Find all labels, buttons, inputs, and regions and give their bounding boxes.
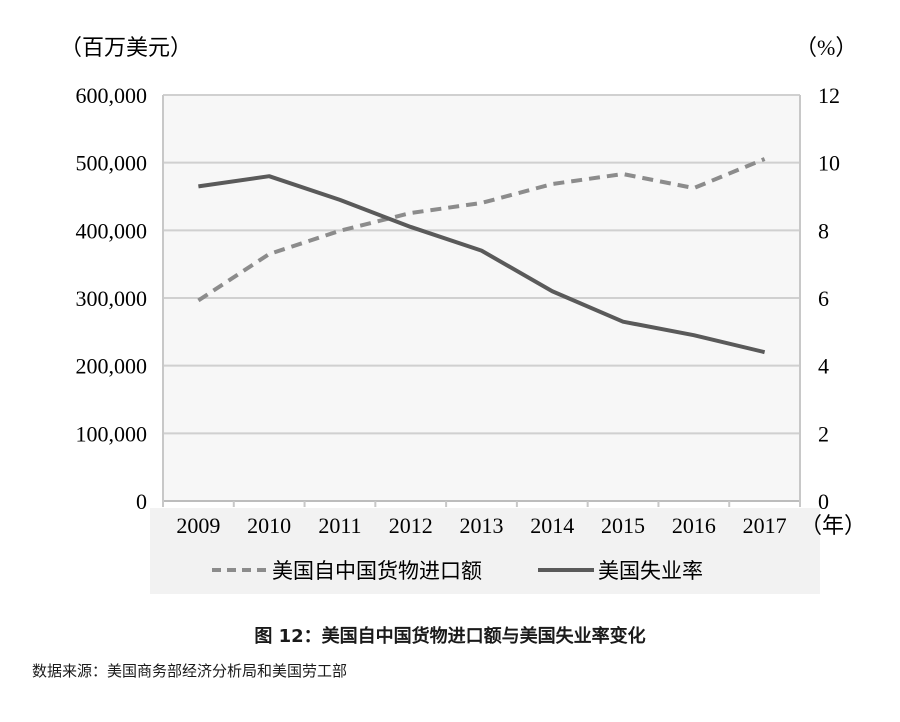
right-tick-label: 6 — [818, 286, 829, 311]
x-tick-label: 2012 — [389, 513, 433, 538]
left-tick-label: 0 — [136, 489, 147, 514]
x-tick-label: 2009 — [176, 513, 220, 538]
left-axis-unit: （百万美元） — [60, 35, 192, 60]
left-tick-label: 200,000 — [76, 354, 148, 379]
x-tick-label: 2016 — [672, 513, 716, 538]
left-tick-label: 600,000 — [76, 83, 148, 108]
right-tick-label: 0 — [818, 489, 829, 514]
right-tick-label: 4 — [818, 354, 829, 379]
legend-label-imports: 美国自中国货物进口额 — [272, 559, 482, 583]
data-source: 数据来源：美国商务部经济分析局和美国劳工部 — [32, 662, 348, 680]
axis-legend-band — [150, 508, 820, 594]
figure-caption: 图 12：美国自中国货物进口额与美国失业率变化 — [254, 626, 646, 647]
right-tick-label: 10 — [818, 151, 840, 176]
right-axis-unit: （%） — [795, 35, 857, 60]
left-tick-label: 400,000 — [76, 218, 148, 243]
series-line-imports — [197, 157, 766, 303]
right-tick-label: 12 — [818, 83, 840, 108]
x-axis-unit: （年） — [800, 513, 866, 538]
x-tick-label: 2017 — [743, 513, 787, 538]
left-tick-label: 100,000 — [76, 421, 148, 446]
legend: 美国自中国货物进口额 美国失业率 — [212, 559, 703, 583]
x-tick-label: 2015 — [601, 513, 645, 538]
legend-label-unemployment: 美国失业率 — [598, 559, 703, 583]
x-tick-label: 2013 — [460, 513, 504, 538]
x-tick-label: 2014 — [530, 513, 574, 538]
left-tick-label: 300,000 — [76, 286, 148, 311]
x-tick-label: 2010 — [247, 513, 291, 538]
right-tick-label: 2 — [818, 421, 829, 446]
x-tick-label: 2011 — [318, 513, 361, 538]
chart: 0 100,000 200,000 300,000 400,000 500,000 600,… — [60, 35, 867, 594]
right-tick-label: 8 — [818, 218, 829, 243]
left-tick-label: 500,000 — [76, 151, 148, 176]
